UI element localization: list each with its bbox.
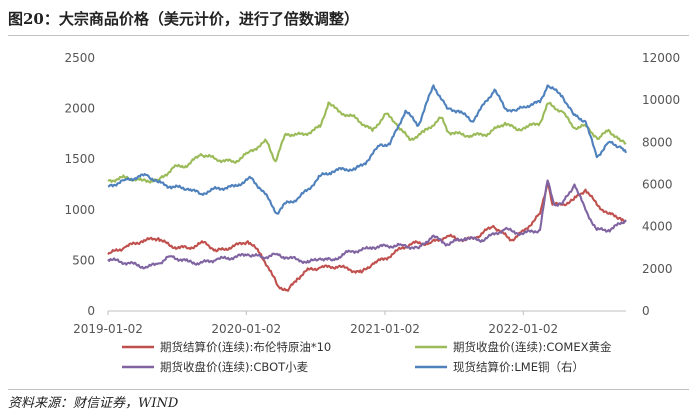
commodity-price-chart: 0 500 1000 1500 2000 2500 0 2000 4000 6000 8000 10… [64,51,680,374]
legend-label: 期货收盘价(连续):CBOT小麦 [160,360,309,374]
legend-label: 现货结算价:LME铜（右） [453,360,584,374]
right-y-tick-label: 4000 [642,220,673,234]
right-y-tick-label: 8000 [642,135,673,149]
series-line [107,180,627,292]
right-y-tick-label: 6000 [642,178,673,192]
x-tick-label: 2020-01-02 [211,322,281,336]
series-line [107,179,627,270]
left-y-tick-label: 1000 [64,203,95,217]
source-divider [8,389,689,390]
chart-title: 图20：大宗商品价格（美元计价，进行了倍数调整） [8,10,359,28]
right-y-tick-label: 10000 [642,93,680,107]
left-y-tick-label: 2500 [64,51,95,65]
legend-label: 期货结算价(连续):布伦特原油*10 [160,340,331,354]
left-y-tick-label: 1500 [64,152,95,166]
x-tick-label: 2022-01-02 [488,322,558,336]
right-y-tick-label: 0 [642,304,650,318]
x-axis: 2019-01-02 2020-01-02 2021-01-02 2022-01-02 [73,311,558,336]
left-y-tick-label: 2000 [64,102,95,116]
x-tick-label: 2021-01-02 [350,322,420,336]
right-y-tick-label: 2000 [642,262,673,276]
series-line [107,101,627,184]
x-tick-label: 2019-01-02 [73,322,143,336]
left-y-tick-label: 500 [72,253,95,267]
source-note: 资料来源：财信证券，WIND [8,396,179,411]
series-line [107,84,627,215]
right-y-axis: 0 2000 4000 6000 8000 10000 12000 [642,51,680,318]
legend: 期货结算价(连续):布伦特原油*10 期货收盘价(连续):COMEX黄金期货收盘价… [122,340,612,374]
right-y-tick-label: 12000 [642,51,680,65]
title-divider [8,35,689,36]
left-y-axis: 0 500 1000 1500 2000 2500 [64,51,95,318]
series-lines [107,84,627,292]
left-y-tick-label: 0 [87,304,95,318]
legend-label: 期货收盘价(连续):COMEX黄金 [453,340,612,354]
